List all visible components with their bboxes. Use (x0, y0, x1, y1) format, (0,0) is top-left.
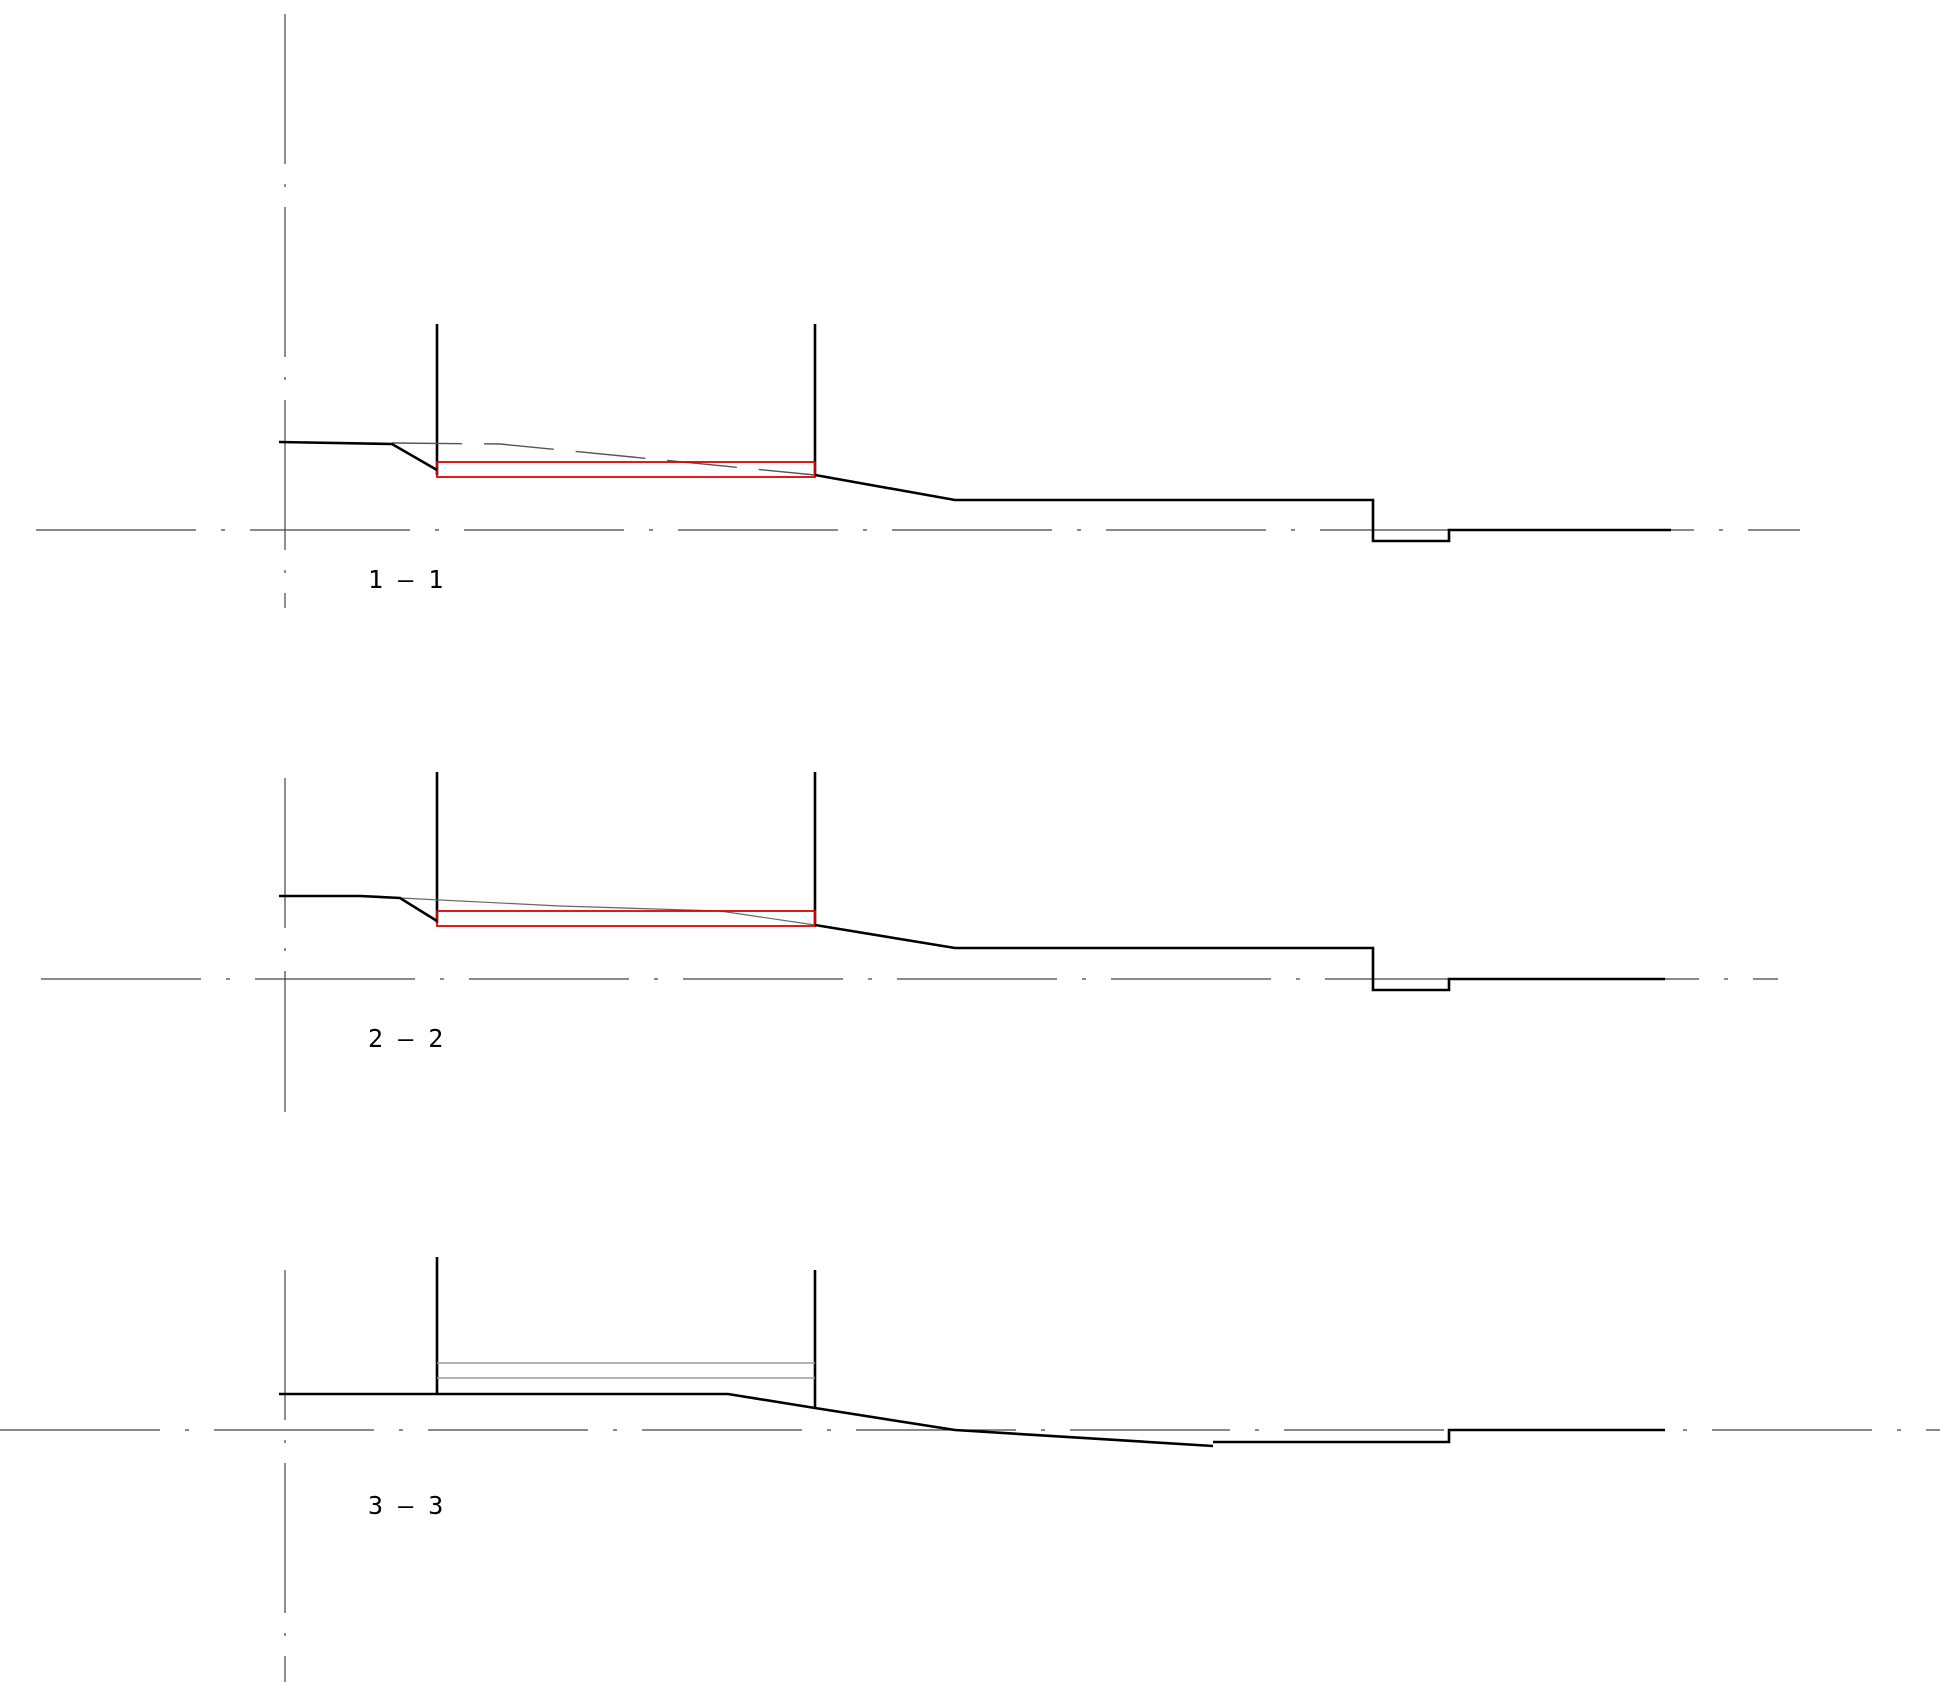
ground-profile-right (814, 473, 1671, 543)
section-2-2: 2 – 2 (41, 772, 1778, 1112)
section-label: 3 – 3 (368, 1491, 443, 1520)
original-ground-line (399, 897, 816, 926)
ground-profile-right (814, 923, 1665, 992)
foundation-slab (436, 461, 816, 478)
original-ground-dashed (391, 442, 816, 476)
ground-profile-left (278, 440, 438, 472)
section-1-1: 1 – 1 (36, 14, 1800, 608)
ground-profile-right (1213, 1428, 1665, 1444)
section-label: 1 – 1 (368, 565, 443, 594)
section-label: 2 – 2 (368, 1024, 443, 1053)
ground-profile-left (279, 894, 438, 923)
foundation-slab (436, 910, 816, 927)
ground-profile (279, 1392, 1214, 1448)
section-3-3: 3 – 3 (0, 1257, 1940, 1682)
